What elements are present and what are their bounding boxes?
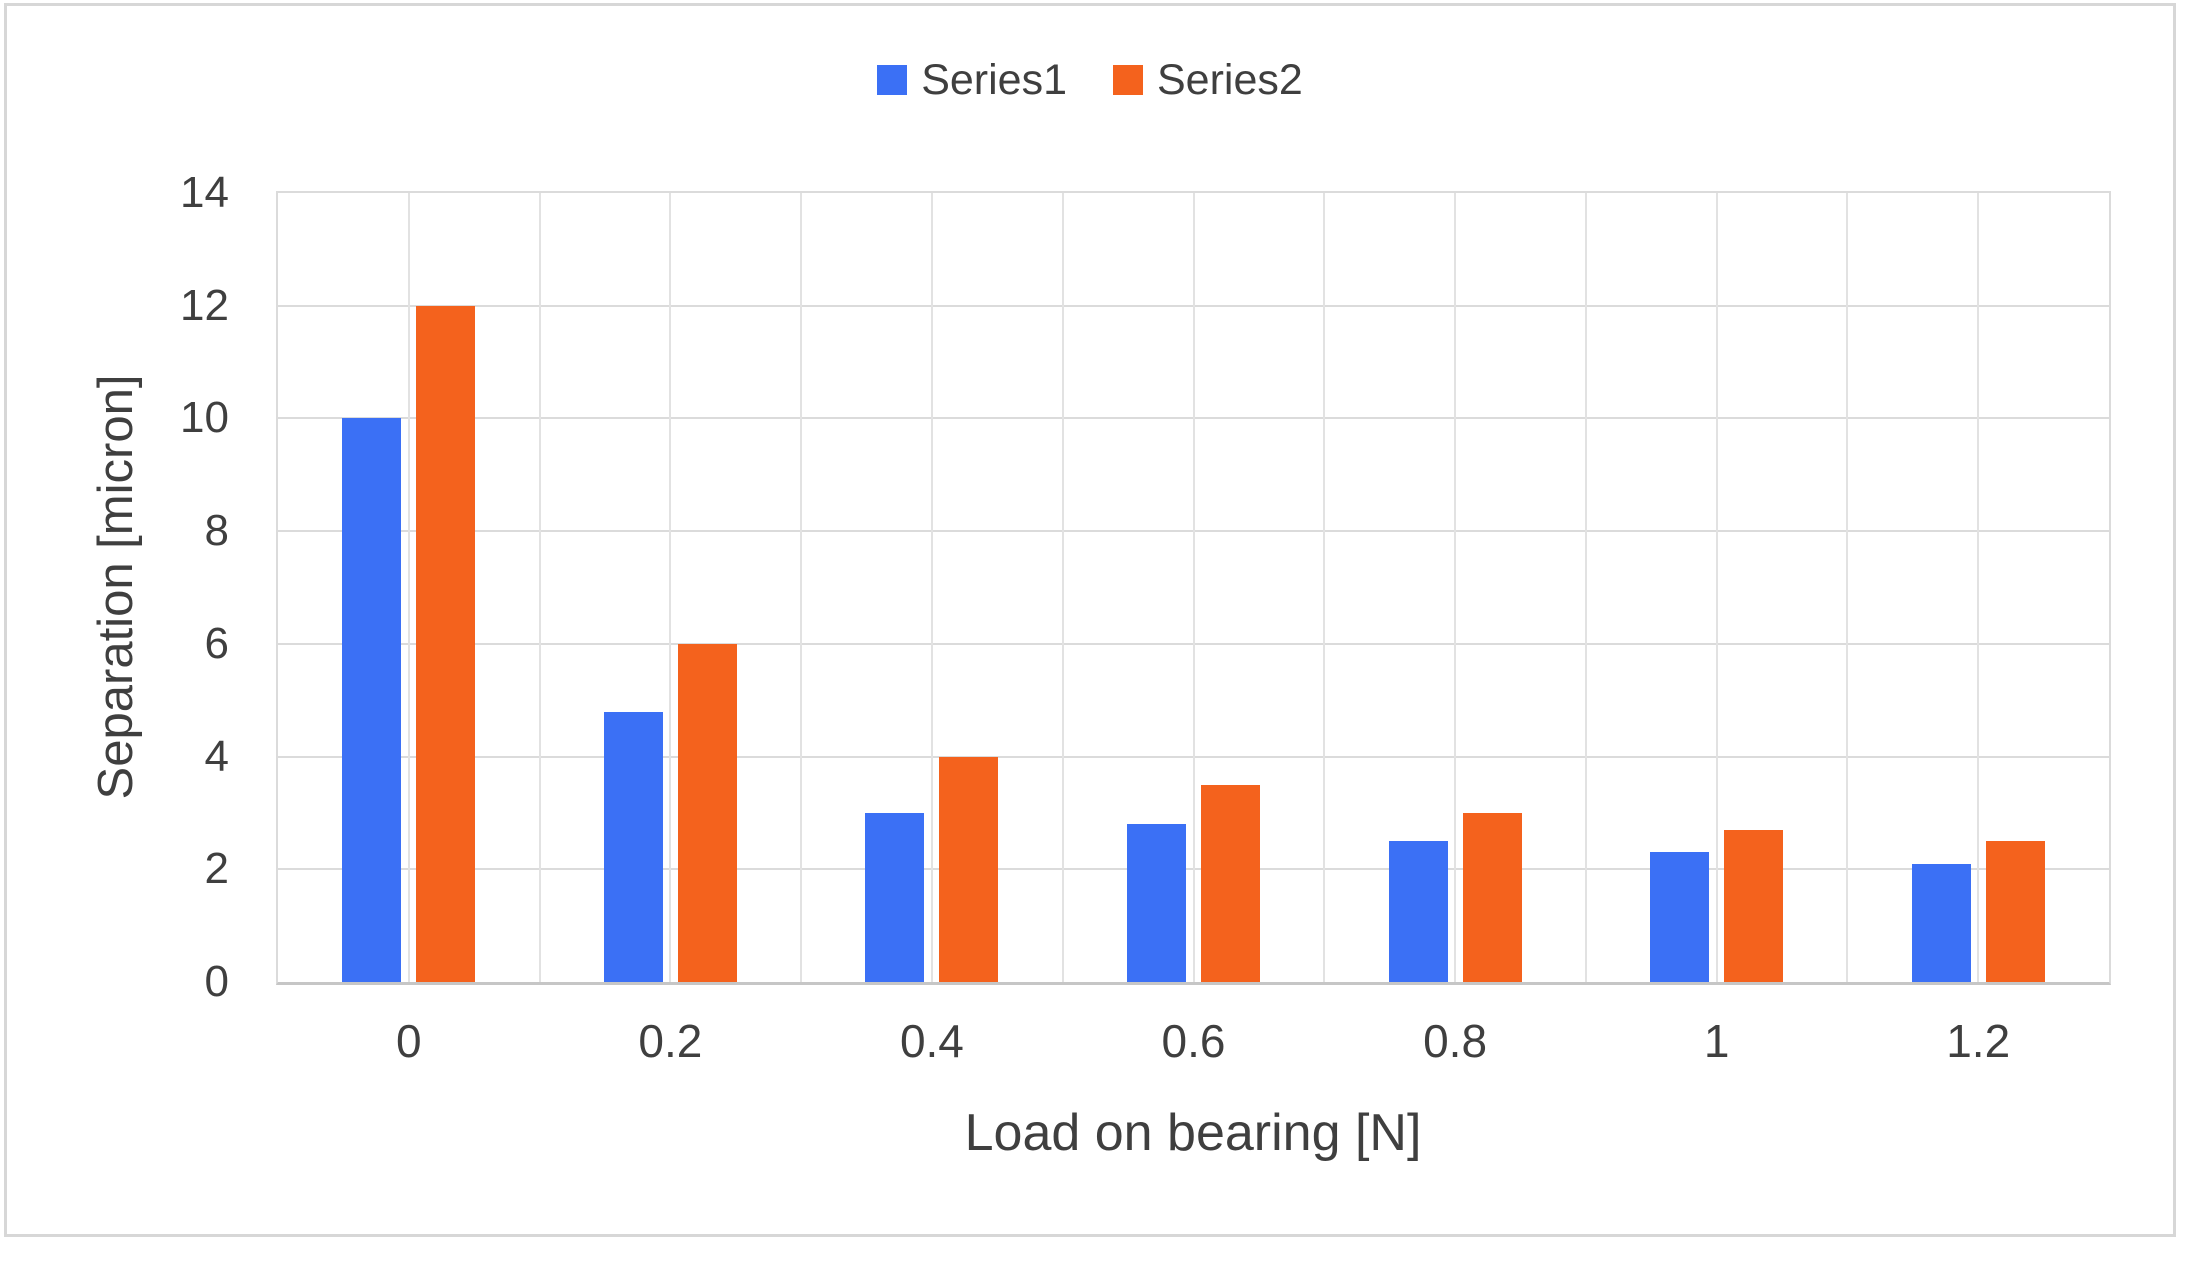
y-tick-label: 14: [180, 168, 229, 217]
y-axis-title: Separation [micron]: [89, 374, 143, 800]
bar-series2-x0.6: [1201, 784, 1260, 982]
bar-series2-x0.2: [677, 643, 737, 982]
vertical-gridline: [1061, 193, 1064, 982]
bar-series2-x0: [416, 305, 476, 982]
legend-swatch-icon: [877, 65, 908, 95]
x-tick-label: 0: [395, 1015, 422, 1067]
bar-series1-x0.8: [1388, 841, 1448, 982]
bar-series1-x0.2: [603, 711, 663, 982]
bar-series1-x1: [1650, 852, 1710, 982]
bar-series1-x0: [342, 418, 402, 982]
bar-series2-x0.4: [939, 756, 999, 982]
legend-item-series1: Series1: [877, 55, 1067, 105]
vertical-gridline: [1977, 193, 1980, 982]
x-axis-title: Load on bearing [N]: [964, 1104, 1422, 1162]
legend-label: Series1: [921, 56, 1067, 104]
plot-area: [276, 191, 2111, 985]
bar-series2-x1: [1724, 829, 1784, 982]
x-tick-label: 0.2: [638, 1015, 703, 1067]
x-tick-label: 0.6: [1161, 1015, 1226, 1067]
x-tick-label: 1.2: [1946, 1015, 2011, 1067]
vertical-gridline: [800, 193, 803, 982]
x-tick-label: 0.4: [899, 1015, 964, 1067]
bar-series2-x1.2: [1985, 841, 2045, 982]
vertical-gridline: [1584, 193, 1587, 982]
bar-series2-x0.8: [1462, 812, 1522, 982]
y-tick-label: 4: [204, 731, 229, 781]
bar-series1-x0.6: [1127, 824, 1186, 982]
vertical-gridline: [930, 193, 933, 982]
vertical-gridline: [1454, 193, 1457, 982]
legend: Series1 Series2: [4, 55, 2176, 105]
vertical-gridline: [1846, 193, 1849, 982]
x-tick-label: 1: [1703, 1015, 1730, 1067]
y-tick-label: 6: [204, 618, 229, 668]
legend-label: Series2: [1157, 56, 1303, 104]
y-tick-label: 12: [180, 280, 229, 330]
vertical-gridline: [1192, 193, 1195, 982]
bar-series1-x0.4: [865, 812, 925, 982]
vertical-gridline: [669, 193, 672, 982]
bar-series1-x1.2: [1911, 863, 1971, 982]
y-tick-label: 0: [204, 957, 229, 1006]
y-tick-label: 8: [204, 506, 229, 556]
vertical-gridline: [538, 193, 541, 982]
plot-grid-and-bars: [278, 193, 2109, 982]
y-tick-label: 10: [180, 393, 229, 443]
x-tick-label: 0.8: [1423, 1015, 1488, 1067]
legend-item-series2: Series2: [1113, 55, 1303, 105]
vertical-gridline: [1323, 193, 1326, 982]
y-tick-label: 2: [204, 844, 229, 894]
vertical-gridline: [407, 193, 410, 982]
legend-swatch-icon: [1113, 65, 1143, 95]
vertical-gridline: [1715, 193, 1718, 982]
